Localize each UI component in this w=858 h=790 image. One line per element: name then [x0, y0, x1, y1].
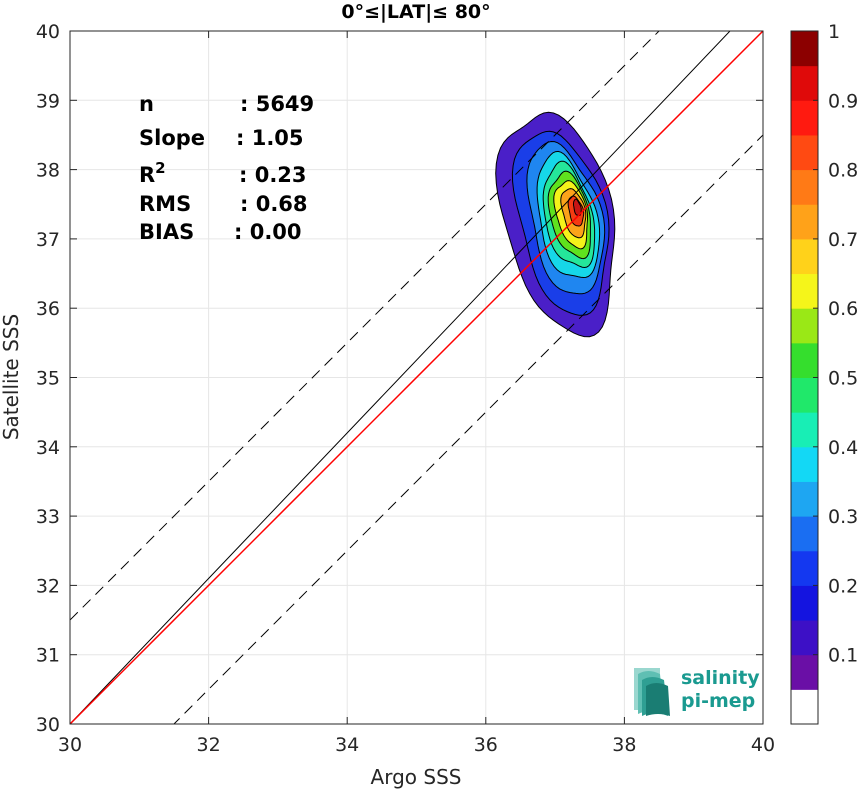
y-tick-label-1: 31	[36, 645, 60, 667]
colorbar-segment-8	[791, 412, 818, 448]
y-tick-label-10: 40	[36, 21, 60, 43]
x-tick-label-0: 30	[58, 734, 82, 756]
colorbar-segment-17	[791, 100, 818, 136]
colorbar-segment-12	[791, 273, 818, 309]
colorbar-segment-14	[791, 204, 818, 240]
one-to-one-line	[70, 31, 763, 724]
colorbar-tick-label-5: 0.6	[828, 298, 858, 320]
y-axis-label: Satellite SSS	[0, 314, 23, 440]
density-contours	[495, 111, 616, 338]
logo-line-salinity: salinity	[681, 667, 760, 689]
stat-value-0: : 5649	[240, 92, 314, 116]
y-tick-label-0: 30	[36, 714, 60, 736]
y-tick-label-9: 39	[36, 90, 60, 112]
offset-line-0	[70, 31, 660, 621]
colorbar-segment-5	[791, 516, 818, 552]
logo-waves-icon	[634, 668, 670, 716]
y-tick-label-4: 34	[36, 437, 60, 459]
stat-sup-2: 2	[155, 159, 165, 177]
colorbar-tick-label-7: 0.8	[828, 160, 858, 182]
colorbar-tick-label-4: 0.5	[828, 368, 858, 390]
y-tick-label-5: 35	[36, 368, 60, 390]
stat-value-4: : 0.00	[234, 220, 302, 244]
grid	[70, 31, 763, 724]
salinity-pimep-logo: salinity pi-mep	[634, 667, 760, 716]
x-axis-label: Argo SSS	[371, 765, 462, 789]
colorbar-segment-19	[791, 31, 818, 67]
colorbar-segment-3	[791, 585, 818, 621]
colorbar-tick-label-1: 0.2	[828, 575, 858, 597]
offset-line-1	[173, 134, 763, 724]
y-tick-label-6: 36	[36, 298, 60, 320]
colorbar-tick-label-3: 0.4	[828, 437, 858, 459]
colorbar-segment-13	[791, 238, 818, 275]
y-ticks: 30 31 32 33 34 35 36 37 38 39 40	[36, 21, 763, 736]
x-tick-label-2: 34	[335, 734, 359, 756]
colorbar-segment-7	[791, 446, 818, 482]
colorbar-tick-label-0: 0.1	[828, 645, 858, 667]
stat-label-3: RMS	[139, 192, 191, 216]
stat-value-1: : 1.05	[236, 126, 304, 150]
stat-label-4: BIAS	[139, 220, 194, 244]
y-tick-label-8: 38	[36, 160, 60, 182]
stat-label-1: Slope	[139, 126, 205, 150]
y-tick-label-2: 32	[36, 575, 60, 597]
reference-lines	[70, 31, 763, 724]
colorbar-segment-4	[791, 550, 818, 586]
colorbar-tick-label-6: 0.7	[828, 229, 858, 251]
logo-line-pimep: pi-mep	[681, 690, 755, 712]
x-tick-label-1: 32	[197, 734, 221, 756]
stat-value-3: : 0.68	[240, 192, 308, 216]
colorbar: 0.1 0.2 0.3 0.4 0.5 0.6 0.7 0.8 0.9 1	[790, 21, 858, 725]
colorbar-segment-10	[791, 342, 818, 378]
colorbar-tick-label-8: 0.9	[828, 90, 858, 112]
colorbar-segment-9	[791, 377, 818, 413]
x-ticks: 30 32 34 36 38 40	[58, 31, 775, 756]
colorbar-segment-6	[791, 481, 818, 517]
regression-line	[70, 31, 731, 724]
x-tick-label-3: 36	[474, 734, 498, 756]
x-tick-label-4: 38	[612, 734, 636, 756]
colorbar-segment-1	[791, 654, 818, 690]
y-tick-label-7: 37	[36, 229, 60, 251]
x-tick-label-5: 40	[751, 734, 775, 756]
colorbar-segment-16	[791, 134, 818, 171]
colorbar-segment-18	[791, 65, 818, 101]
chart-title: 0°≤|LAT|≤ 80°	[341, 1, 490, 23]
stat-value-2: : 0.23	[239, 163, 307, 187]
y-tick-label-3: 33	[36, 506, 60, 528]
colorbar-tick-label-9: 1	[828, 21, 840, 43]
colorbar-segment-0	[791, 689, 818, 725]
stat-label-0: n	[139, 92, 154, 116]
colorbar-segment-2	[791, 620, 818, 656]
colorbar-segment-15	[791, 169, 818, 205]
colorbar-segment-11	[791, 308, 818, 344]
colorbar-tick-label-2: 0.3	[828, 506, 858, 528]
